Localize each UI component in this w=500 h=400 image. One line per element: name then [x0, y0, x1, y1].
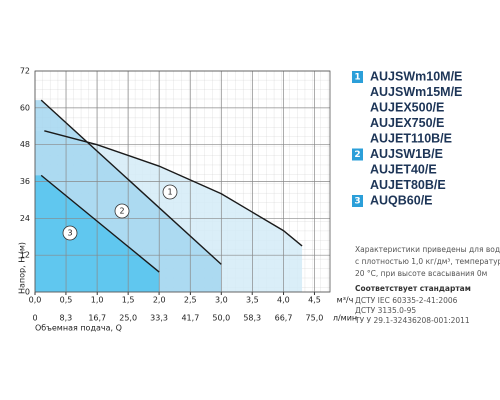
note-line: 20 °С, при высоте всасывания 0м	[355, 269, 487, 278]
legend-badge	[352, 195, 363, 207]
model-name: AUJSWm10M/E	[370, 69, 462, 83]
note-line: Характеристики приведены для воды	[355, 245, 500, 254]
x2-tick-label: 75,0	[306, 314, 324, 323]
x2-tick-label: 58,3	[243, 314, 261, 323]
y-tick-label: 48	[20, 140, 30, 149]
x-tick-label: 2,5	[184, 296, 197, 305]
y-tick-label: 0	[25, 288, 30, 297]
x-tick-label: 2,0	[153, 296, 166, 305]
standard-item: ТУ У 29.1-32436208-001:2011	[354, 316, 470, 325]
curve	[40, 99, 222, 265]
x-tick-label: 1,5	[122, 296, 135, 305]
x2-tick-label: 8,3	[60, 314, 73, 323]
y-tick-label: 60	[20, 103, 30, 112]
x2-tick-label: 66,7	[275, 314, 293, 323]
y-tick-label: 24	[20, 214, 30, 223]
x-tick-label: 0,0	[29, 296, 42, 305]
x-tick-label: 3,0	[215, 296, 228, 305]
model-name: AUJSWm15M/E	[370, 85, 462, 99]
x2-tick-label: 33,3	[150, 314, 168, 323]
model-name: AUJEX500/E	[370, 100, 444, 114]
y-axis-label: Напор, H (м)	[18, 242, 27, 294]
x-tick-label: 0,5	[60, 296, 73, 305]
model-name: AUJEX750/E	[370, 116, 444, 130]
x2-tick-label: 16,7	[88, 314, 106, 323]
x-tick-label: 3,5	[246, 296, 259, 305]
curve-badge	[162, 184, 178, 200]
legend-badge	[352, 148, 363, 161]
y-tick-label: 36	[20, 177, 30, 186]
legend-number: 1	[354, 73, 360, 83]
x-axis-label: Объемная подача, Q	[35, 324, 122, 333]
legend-number: 3	[354, 197, 360, 207]
standards-title: Соответствует стандартам	[355, 284, 471, 293]
standard-item: ДСТУ IEC 60335-2-41:2006	[355, 296, 458, 305]
model-name: AUJET110B/E	[370, 131, 452, 145]
model-name: AUJET40/E	[370, 162, 437, 176]
legend-badge	[352, 71, 363, 83]
curve-badge	[62, 225, 78, 241]
curve	[44, 130, 303, 247]
curve-label: 3	[67, 229, 72, 238]
model-name: AUJET80B/E	[370, 178, 446, 192]
curve-label: 2	[119, 207, 124, 216]
curve-badge	[114, 203, 130, 219]
y-tick-label: 12	[20, 251, 30, 260]
x-tick-label: 4,0	[277, 296, 290, 305]
plot-frame	[34, 70, 331, 293]
note-line: с плотностью 1,0 кг/дм³, температурой	[355, 257, 500, 266]
x2-tick-label: 25,0	[119, 314, 137, 323]
x-tick-label: 4,5	[308, 296, 321, 305]
x-unit: м³/ч	[337, 296, 354, 305]
legend-number: 2	[354, 150, 360, 160]
curve-label: 1	[167, 188, 172, 197]
model-name: AUQB60/E	[370, 193, 433, 207]
y-tick-label: 72	[20, 67, 30, 76]
x2-tick-label: 0	[32, 314, 37, 323]
x2-tick-label: 50,0	[212, 314, 230, 323]
curve	[40, 174, 160, 273]
x-tick-label: 1,0	[91, 296, 104, 305]
x2-tick-label: 41,7	[181, 314, 199, 323]
x2-unit: л/мин	[333, 314, 357, 323]
standard-item: ДСТУ 3135.0-95	[355, 306, 416, 315]
model-name: AUJSW1B/E	[370, 147, 443, 161]
